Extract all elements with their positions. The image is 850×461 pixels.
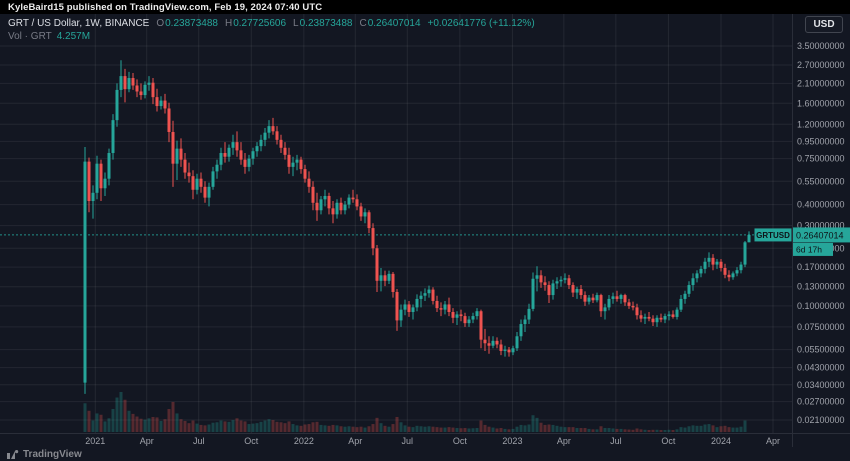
svg-text:GRTUSD: GRTUSD	[756, 231, 790, 240]
svg-text:Oct: Oct	[453, 436, 468, 446]
svg-text:Apr: Apr	[766, 436, 780, 446]
svg-text:0.55000000: 0.55000000	[797, 176, 845, 186]
svg-text:0.95000000: 0.95000000	[797, 136, 845, 146]
svg-text:0.05500000: 0.05500000	[797, 345, 845, 355]
countdown-tag	[793, 242, 833, 256]
svg-text:2023: 2023	[502, 436, 522, 446]
close-value: 0.26407014	[367, 18, 421, 29]
svg-text:0.13000000: 0.13000000	[797, 282, 845, 292]
low-value: 0.23873488	[299, 18, 353, 29]
svg-text:2021: 2021	[85, 436, 105, 446]
volume-label: Vol · GRT	[8, 31, 52, 42]
attribution-bar: TradingView	[0, 447, 850, 461]
svg-text:Apr: Apr	[140, 436, 154, 446]
svg-text:0.04300000: 0.04300000	[797, 363, 845, 373]
open-label: O	[156, 18, 165, 29]
last-price-tag	[793, 227, 850, 243]
svg-text:1.60000000: 1.60000000	[797, 98, 845, 108]
svg-text:3.50000000: 3.50000000	[797, 41, 845, 51]
tradingview-wordmark[interactable]: TradingView	[23, 448, 82, 460]
svg-text:0.30000000: 0.30000000	[797, 221, 845, 231]
symbol-price-tag	[754, 228, 792, 242]
high-value: 0.27725606	[233, 18, 287, 29]
publish-text: KyleBaird15 published on TradingView.com…	[8, 1, 323, 13]
svg-text:Apr: Apr	[348, 436, 362, 446]
svg-text:0.10000000: 0.10000000	[797, 301, 845, 311]
change-value: +0.02641776 (+11.12%)	[427, 18, 535, 29]
svg-text:Jul: Jul	[610, 436, 622, 446]
svg-text:Apr: Apr	[557, 436, 571, 446]
tradingview-logo-icon[interactable]	[7, 448, 19, 460]
chart-area: 3.50000000 2.70000000 2.10000000 1.60000000…	[0, 14, 850, 447]
svg-text:0.02700000: 0.02700000	[797, 397, 845, 407]
svg-text:2024: 2024	[711, 436, 731, 446]
legend-row-symbol: GRT / US Dollar, 1W, BINANCE O0.23873488 H…	[8, 17, 535, 30]
svg-text:Jul: Jul	[193, 436, 205, 446]
close-label: C	[359, 18, 367, 29]
svg-text:2.10000000: 2.10000000	[797, 78, 845, 88]
svg-text:1.20000000: 1.20000000	[797, 119, 845, 129]
publish-bar: KyleBaird15 published on TradingView.com…	[0, 0, 850, 14]
high-label: H	[224, 18, 233, 29]
svg-text:0.03400000: 0.03400000	[797, 380, 845, 390]
svg-text:Jul: Jul	[402, 436, 414, 446]
svg-text:0.40000000: 0.40000000	[797, 200, 845, 210]
low-label: L	[293, 18, 299, 29]
currency-button[interactable]: USD	[805, 16, 843, 33]
volume-value: 4.257M	[56, 31, 91, 42]
legend-row-volume: Vol · GRT 4.257M	[8, 30, 535, 43]
svg-text:2022: 2022	[294, 436, 314, 446]
svg-text:6d 17h: 6d 17h	[796, 244, 822, 254]
open-value: 0.23873488	[165, 18, 218, 29]
svg-text:0.02100000: 0.02100000	[797, 415, 845, 425]
svg-text:0.17000000: 0.17000000	[797, 262, 845, 272]
svg-text:Oct: Oct	[661, 436, 676, 446]
price-chart[interactable]: 3.50000000 2.70000000 2.10000000 1.60000000…	[0, 14, 850, 447]
chart-legend: GRT / US Dollar, 1W, BINANCE O0.23873488 H…	[8, 17, 535, 43]
svg-text:2.70000000: 2.70000000	[797, 60, 845, 70]
svg-text:0.07500000: 0.07500000	[797, 322, 845, 332]
svg-text:0.75000000: 0.75000000	[797, 154, 845, 164]
svg-text:Oct: Oct	[244, 436, 259, 446]
svg-text:0.26407014: 0.26407014	[796, 230, 844, 240]
symbol-title[interactable]: GRT / US Dollar, 1W, BINANCE	[8, 18, 150, 29]
